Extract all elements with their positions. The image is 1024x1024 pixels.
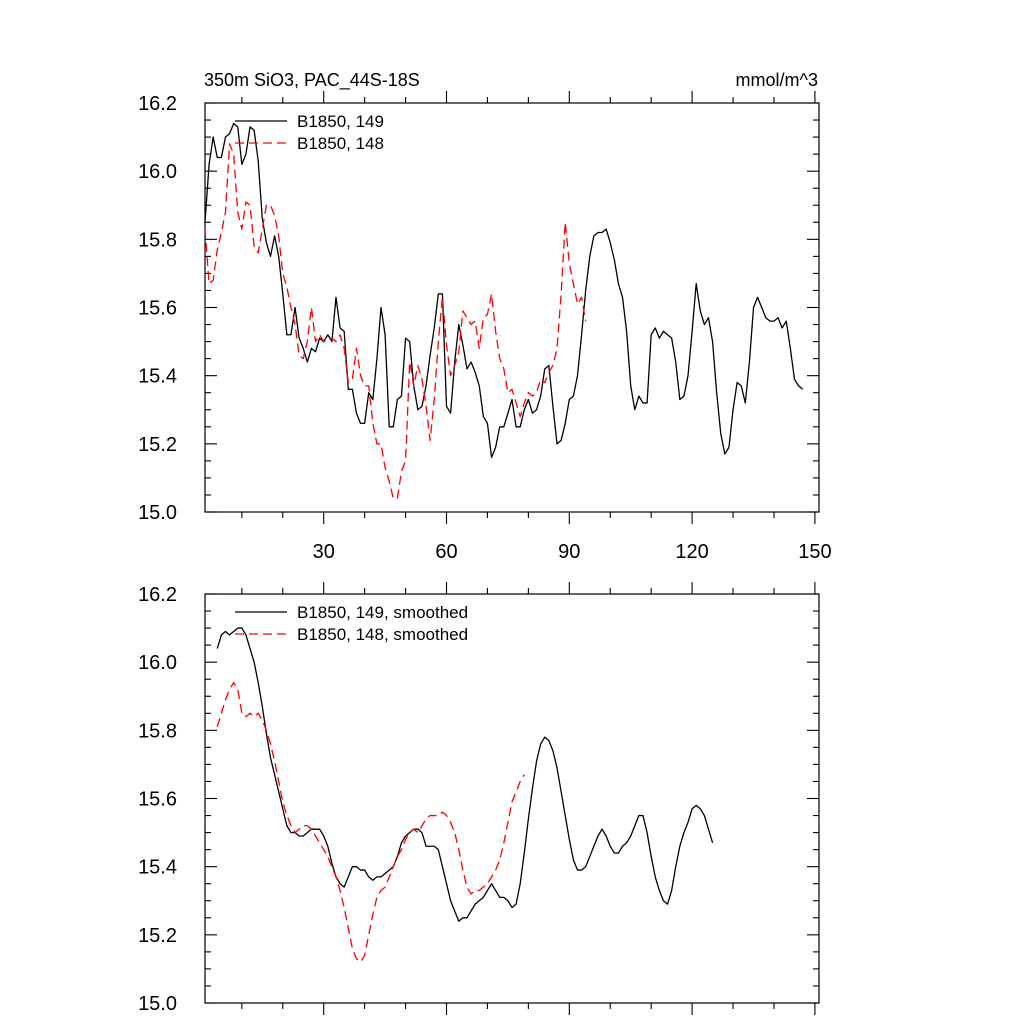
x-tick-label: 60 bbox=[435, 541, 457, 563]
y-tick-label: 15.6 bbox=[138, 789, 177, 811]
top-panel: 15.0 15.2 15.4 15.6 15.8 16.0 16.2 30 60 90 120 150… bbox=[138, 91, 832, 563]
y-tick-label: 15.6 bbox=[138, 298, 177, 320]
x-tick-label: 120 bbox=[675, 541, 708, 563]
legend-label: B1850, 148 bbox=[297, 134, 384, 153]
series-line-1 bbox=[204, 122, 804, 459]
bottom-panel: 15.0 15.2 15.4 15.6 15.8 16.0 16.2 B1850, 149, … bbox=[138, 582, 820, 1015]
y-tick-label: 16.0 bbox=[138, 161, 177, 183]
legend-label: B1850, 149 bbox=[297, 112, 384, 131]
y-tick-label: 15.8 bbox=[138, 229, 177, 251]
series-line-2 bbox=[204, 143, 587, 500]
series-line-2 bbox=[216, 681, 525, 963]
series-line-1 bbox=[216, 627, 714, 922]
chart-title: 350m SiO3, PAC_44S-18S bbox=[204, 70, 420, 91]
y-tick-label: 15.8 bbox=[138, 720, 177, 742]
units-label: mmol/m^3 bbox=[736, 70, 818, 90]
y-tick-label: 15.4 bbox=[138, 857, 177, 879]
y-tick-label: 16.2 bbox=[138, 93, 177, 115]
legend-label: B1850, 148, smoothed bbox=[297, 625, 468, 644]
y-tick-label: 16.0 bbox=[138, 652, 177, 674]
plot-frame bbox=[204, 593, 820, 1004]
x-tick-label: 90 bbox=[558, 541, 580, 563]
y-tick-label: 15.2 bbox=[138, 434, 177, 456]
y-tick-label: 15.2 bbox=[138, 925, 177, 947]
y-tick-label: 15.0 bbox=[138, 993, 177, 1015]
x-tick-label: 30 bbox=[313, 541, 335, 563]
y-tick-label: 16.2 bbox=[138, 584, 177, 606]
y-tick-label: 15.0 bbox=[138, 502, 177, 524]
y-tick-label: 15.4 bbox=[138, 366, 177, 388]
legend-label: B1850, 149, smoothed bbox=[297, 603, 468, 622]
x-tick-label: 150 bbox=[798, 541, 831, 563]
